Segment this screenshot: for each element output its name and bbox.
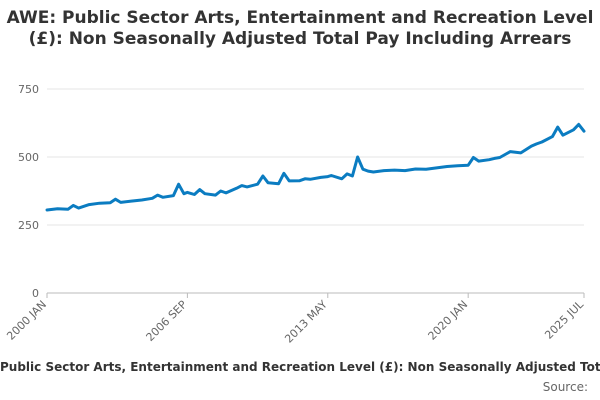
x-tick-label: 2020 JAN bbox=[426, 298, 471, 343]
series-layer bbox=[45, 122, 586, 212]
y-tick-label: 500 bbox=[18, 151, 39, 164]
legend-series-label: Public Sector Arts, Entertainment and Re… bbox=[0, 360, 600, 374]
source-label: Source: bbox=[542, 380, 588, 394]
gridlines bbox=[47, 88, 584, 294]
x-axis-ticks: 2000 JAN 2006 SEP 2013 MAY 2020 JAN 2025 JUL bbox=[4, 293, 587, 346]
x-tick-label: 2006 SEP bbox=[144, 298, 190, 344]
x-tick-label: 2000 JAN bbox=[4, 298, 49, 343]
y-tick-label: 0 bbox=[32, 287, 39, 300]
x-tick-label: 2025 JUL bbox=[542, 297, 586, 341]
x-tick-label: 2013 MAY bbox=[282, 298, 330, 346]
y-axis-ticks: 0 250 500 750 bbox=[18, 83, 39, 300]
series-line bbox=[45, 122, 586, 212]
y-tick-label: 250 bbox=[18, 219, 39, 232]
legend: Public Sector Arts, Entertainment and Re… bbox=[0, 360, 600, 382]
y-tick-label: 750 bbox=[18, 83, 39, 96]
chart-title: AWE: Public Sector Arts, Entertainment a… bbox=[6, 8, 594, 49]
